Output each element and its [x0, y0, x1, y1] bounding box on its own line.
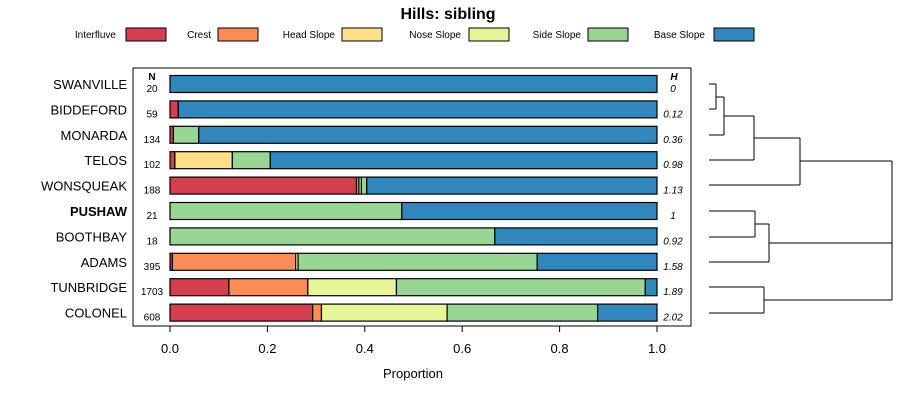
bar-segment-tunbridge-crest — [228, 278, 309, 297]
x-tick-label-0-2: 0.2 — [258, 341, 276, 356]
category-label-telos: TELOS — [84, 153, 127, 168]
bar-segment-colonel-base-slope — [596, 303, 658, 322]
legend-label-interfluve: Interfluve — [75, 30, 117, 41]
bar-segment-telos-head-slope — [174, 151, 233, 170]
bar-segment-tunbridge-interfluve — [169, 278, 230, 297]
bar-segment-colonel-side-slope — [446, 303, 599, 322]
x-tick-label-0-4: 0.4 — [356, 341, 374, 356]
bar-segment-boothbay-side-slope — [169, 227, 496, 246]
category-label-monarda: MONARDA — [61, 128, 128, 143]
h-label-telos: 0.98 — [663, 160, 683, 171]
category-label-wonsqueak: WONSQUEAK — [41, 179, 127, 194]
bar-segment-tunbridge-nose-slope — [307, 278, 398, 297]
legend-swatch-side-slope — [587, 27, 629, 42]
bar-segment-telos-side-slope — [231, 151, 271, 170]
category-label-colonel: COLONEL — [65, 306, 127, 321]
h-label-pushaw: 1 — [670, 211, 676, 222]
plot-frame — [132, 67, 692, 327]
category-label-adams: ADAMS — [81, 255, 128, 270]
legend-label-crest: Crest — [187, 30, 211, 41]
x-tick-label-0-6: 0.6 — [453, 341, 471, 356]
n-labels: 20 59 134 102 188 21 18 395 1703 608 — [141, 84, 164, 324]
h-label-swanville: 0 — [670, 84, 676, 95]
x-tick-label-0-8: 0.8 — [551, 341, 569, 356]
n-label-boothbay: 18 — [146, 236, 158, 247]
dendrogram — [709, 83, 893, 314]
bar-segment-wonsqueak-base-slope — [366, 176, 658, 195]
h-label-colonel: 2.02 — [662, 313, 683, 324]
bar-segment-colonel-interfluve — [169, 303, 314, 322]
n-label-tunbridge: 1703 — [141, 287, 164, 298]
h-label-boothbay: 0.92 — [663, 236, 683, 247]
bar-segment-wonsqueak-interfluve — [169, 176, 358, 195]
h-label-biddeford: 0.12 — [663, 109, 683, 120]
h-label-tunbridge: 1.89 — [663, 287, 683, 298]
bar-segment-telos-base-slope — [269, 151, 658, 170]
bar-segment-telos-interfluve — [169, 151, 176, 170]
n-label-swanville: 20 — [146, 84, 158, 95]
bars-group — [169, 74, 658, 322]
bar-segment-biddeford-base-slope — [177, 100, 658, 119]
x-tick-label-1-0: 1.0 — [648, 341, 666, 356]
bar-segment-monarda-base-slope — [198, 125, 658, 144]
legend-label-side-slope: Side Slope — [533, 30, 582, 41]
category-label-boothbay: BOOTHBAY — [56, 229, 128, 244]
legend-swatch-head-slope — [341, 27, 383, 42]
legend-swatch-crest — [217, 27, 259, 42]
bar-segment-biddeford-interfluve — [169, 100, 179, 119]
h-column-header: H — [670, 72, 678, 83]
legend-swatch-nose-slope — [468, 27, 510, 42]
bar-segment-adams-side-slope — [297, 252, 538, 271]
legend-label-nose-slope: Nose Slope — [409, 30, 461, 41]
n-column-header: N — [148, 72, 155, 83]
x-axis: 0.0 0.2 0.4 0.6 0.8 1.0 — [161, 326, 666, 356]
bar-segment-tunbridge-base-slope — [644, 278, 658, 297]
legend-label-base-slope: Base Slope — [654, 30, 706, 41]
bar-segment-monarda-side-slope — [172, 125, 200, 144]
h-label-monarda: 0.36 — [663, 135, 683, 146]
bar-segment-colonel-crest — [312, 303, 323, 322]
bar-segment-pushaw-side-slope — [169, 201, 403, 221]
x-axis-title: Proportion — [383, 366, 443, 381]
x-tick-label-0-0: 0.0 — [161, 341, 179, 356]
n-label-biddeford: 59 — [146, 109, 158, 120]
category-label-biddeford: BIDDEFORD — [50, 102, 127, 117]
legend-swatch-interfluve — [125, 27, 167, 42]
bar-segment-pushaw-base-slope — [401, 201, 658, 221]
n-label-telos: 102 — [144, 160, 161, 171]
category-labels: SWANVILLE BIDDEFORD MONARDA TELOS WONSQUEAK P… — [41, 77, 128, 321]
category-label-tunbridge: TUNBRIDGE — [50, 280, 127, 295]
h-label-wonsqueak: 1.13 — [663, 186, 683, 197]
n-label-wonsqueak: 188 — [144, 186, 161, 197]
h-labels: 0 0.12 0.36 0.98 1.13 1 0.92 1.58 1.89 2.02 — [662, 84, 683, 324]
h-label-adams: 1.58 — [663, 262, 683, 273]
bar-segment-adams-base-slope — [536, 252, 658, 271]
n-label-monarda: 134 — [144, 135, 161, 146]
bar-segment-boothbay-base-slope — [494, 227, 658, 246]
bar-segment-tunbridge-side-slope — [395, 278, 646, 297]
bar-segment-colonel-nose-slope — [320, 303, 448, 322]
bar-segment-wonsqueak-side-slope — [360, 176, 368, 195]
category-label-swanville: SWANVILLE — [53, 77, 127, 92]
legend-label-head-slope: Head Slope — [283, 30, 336, 41]
bar-segment-adams-crest — [171, 252, 297, 271]
n-label-colonel: 608 — [144, 313, 161, 324]
legend-swatch-base-slope — [713, 27, 755, 42]
category-label-pushaw: PUSHAW — [70, 204, 128, 219]
bar-segment-swanville-base-slope — [169, 74, 658, 94]
chart-title: Hills: sibling — [400, 6, 495, 23]
legend: Interfluve Crest Head Slope Nose Slope Side … — [75, 27, 755, 42]
n-label-adams: 395 — [144, 262, 161, 273]
n-label-pushaw: 21 — [146, 211, 158, 222]
